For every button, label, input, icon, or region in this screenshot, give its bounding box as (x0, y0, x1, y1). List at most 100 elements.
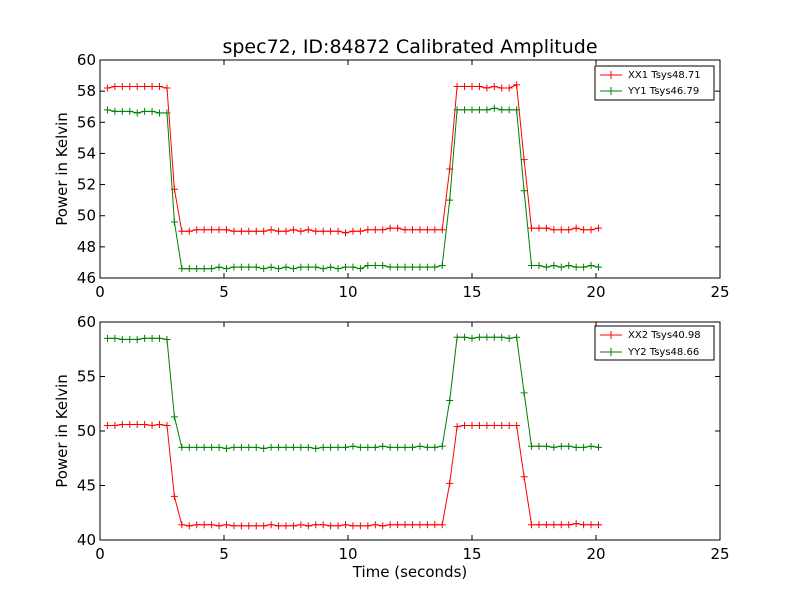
data-point (304, 226, 312, 234)
data-point (356, 443, 364, 451)
data-point (245, 227, 253, 235)
data-point (528, 442, 536, 450)
data-point (222, 444, 230, 452)
data-point (475, 333, 483, 341)
data-point (416, 442, 424, 450)
data-point (148, 82, 156, 90)
x-tick-label: 25 (710, 283, 729, 301)
data-point (126, 82, 134, 90)
data-point (386, 521, 394, 529)
data-point (572, 263, 580, 271)
data-point (557, 521, 565, 529)
y-axis-label-top: Power in Kelvin (53, 112, 71, 226)
data-point (148, 107, 156, 115)
data-point (163, 109, 171, 117)
x-tick-label: 20 (586, 545, 605, 563)
data-point (423, 263, 431, 271)
data-point (379, 262, 387, 270)
data-point (200, 265, 208, 273)
data-point (542, 442, 550, 450)
data-point (275, 265, 283, 273)
data-point (103, 84, 111, 92)
y-tick-label: 56 (77, 113, 96, 131)
data-point (185, 227, 193, 235)
data-point (267, 443, 275, 451)
data-point (394, 443, 402, 451)
data-point (118, 420, 126, 428)
chart-bottom: 0 5 10 15 20 25 40 45 50 55 60 Power in Kelvin Ti… (53, 313, 730, 581)
y-tick-label: 46 (77, 269, 96, 287)
data-point (267, 521, 275, 529)
data-point (505, 84, 513, 92)
data-point (178, 443, 186, 451)
data-point (304, 443, 312, 451)
data-point (453, 106, 461, 114)
data-point (111, 82, 119, 90)
data-point (126, 107, 134, 115)
data-point (200, 443, 208, 451)
data-point (215, 443, 223, 451)
data-point (371, 443, 379, 451)
data-point (297, 443, 305, 451)
data-point (587, 442, 595, 450)
data-point (587, 226, 595, 234)
data-point (260, 265, 268, 273)
data-point (520, 473, 528, 481)
y-tick-label: 40 (77, 531, 96, 549)
data-point (453, 82, 461, 90)
data-point (237, 263, 245, 271)
data-point (156, 82, 164, 90)
data-point (528, 262, 536, 270)
legend-label-yy2: YY2 Tsys48.66 (627, 347, 699, 358)
data-point (342, 229, 350, 237)
data-point (475, 106, 483, 114)
data-point (133, 420, 141, 428)
data-point (483, 84, 491, 92)
data-point (594, 443, 602, 451)
data-point (111, 107, 119, 115)
data-point (215, 522, 223, 530)
data-point (222, 226, 230, 234)
data-point (237, 522, 245, 530)
data-point (513, 333, 521, 341)
data-point (267, 226, 275, 234)
x-tick-label: 5 (219, 545, 229, 563)
data-point (401, 443, 409, 451)
x-tick-label: 0 (95, 545, 105, 563)
data-point (297, 263, 305, 271)
data-point (520, 389, 528, 397)
data-point (133, 109, 141, 117)
data-point (349, 442, 357, 450)
data-point (200, 226, 208, 234)
data-point (312, 263, 320, 271)
data-point (327, 227, 335, 235)
data-point (312, 444, 320, 452)
y-tick-label: 50 (77, 207, 96, 225)
x-ticks-top: 0 5 10 15 20 25 (95, 60, 730, 301)
data-point (267, 263, 275, 271)
data-point (394, 521, 402, 529)
data-point (103, 334, 111, 342)
data-point (185, 522, 193, 530)
data-point (446, 396, 454, 404)
data-point (342, 443, 350, 451)
data-point (565, 521, 573, 529)
data-point (282, 263, 290, 271)
data-point (490, 82, 498, 90)
data-point (327, 443, 335, 451)
data-point (141, 420, 149, 428)
data-point (356, 522, 364, 530)
data-point (342, 263, 350, 271)
data-point (327, 263, 335, 271)
data-point (498, 422, 506, 430)
data-point (237, 227, 245, 235)
data-point (222, 521, 230, 529)
data-point (334, 265, 342, 273)
data-point (416, 263, 424, 271)
data-point (156, 420, 164, 428)
data-point (431, 263, 439, 271)
data-point (520, 187, 528, 195)
data-point (408, 226, 416, 234)
data-point (431, 443, 439, 451)
data-point (208, 521, 216, 529)
